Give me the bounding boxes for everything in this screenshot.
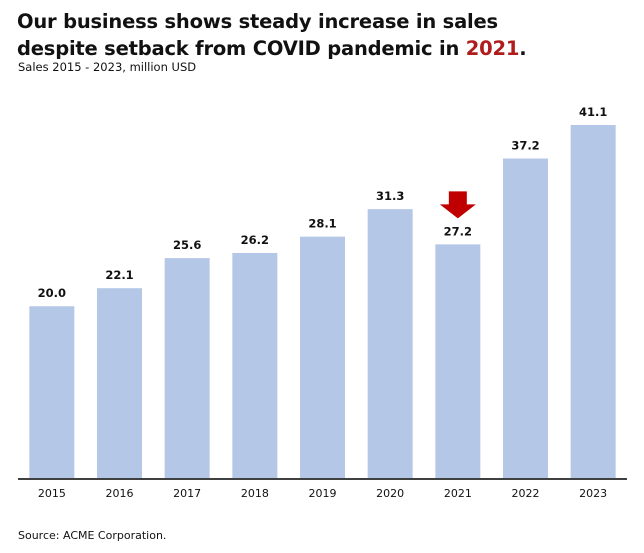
x-tick-label-2022: 2022 [512,487,540,500]
x-tick-label-2023: 2023 [579,487,607,500]
data-label-2017: 25.6 [173,238,201,252]
data-label-2019: 28.1 [308,217,336,231]
bar-2019 [300,236,345,478]
x-tick-label-2019: 2019 [309,487,337,500]
data-label-2022: 37.2 [511,138,539,152]
source-note: Source: ACME Corporation. [18,529,167,542]
x-tick-label-2021: 2021 [444,487,472,500]
bar-2020 [367,209,413,478]
bar-2022 [503,158,548,479]
x-tick-label-2020: 2020 [376,487,404,500]
chart-title: Our business shows steady increase in sa… [17,8,527,62]
data-label-2015: 20.0 [38,286,66,300]
bar-2023 [570,125,616,478]
data-label-2018: 26.2 [241,233,269,247]
title-line-2: despite setback from COVID pandemic in [17,37,466,60]
bar-2016 [97,288,142,478]
title-highlight-year: 2021 [465,37,520,60]
data-label-2016: 22.1 [105,268,133,282]
down-arrow-icon [439,191,476,219]
chart-subtitle: Sales 2015 - 2023, million USD [18,60,197,74]
data-label-2023: 41.1 [579,105,607,119]
x-tick-label-2018: 2018 [241,487,269,500]
title-line-1: Our business shows steady increase in sa… [17,10,498,33]
x-tick-label-2016: 2016 [106,487,134,500]
data-label-2021: 27.2 [444,224,472,238]
bar-2018 [232,252,278,478]
bar-2021 [435,244,481,478]
x-tick-label-2015: 2015 [38,487,66,500]
x-tick-label-2017: 2017 [173,487,201,500]
bar-2017 [164,258,210,478]
title-period: . [519,37,527,60]
data-label-2020: 31.3 [376,189,404,203]
bar-2015 [29,306,75,478]
